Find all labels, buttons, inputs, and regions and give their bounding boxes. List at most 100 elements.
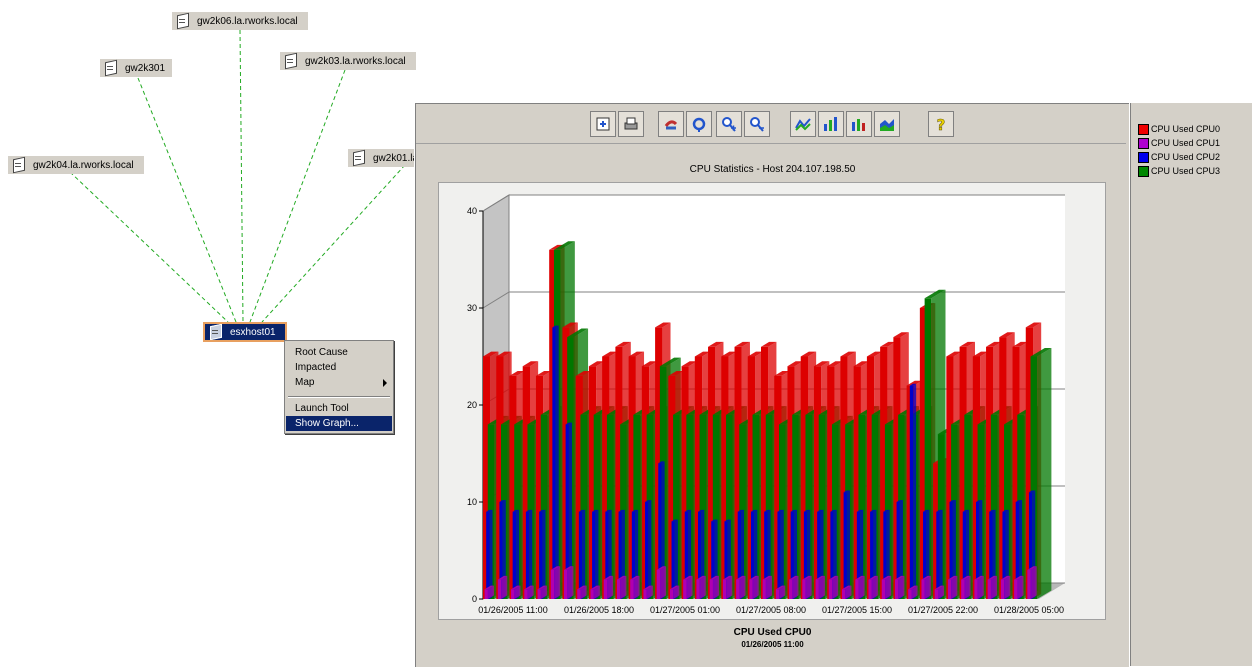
help-button[interactable]: ? [928, 111, 954, 137]
bar [669, 589, 674, 599]
bar [671, 521, 675, 599]
bar-side [911, 585, 918, 599]
menu-separator [288, 396, 390, 398]
bar-top [1014, 575, 1024, 580]
rotate-icon [664, 120, 678, 130]
bar-top [853, 361, 870, 367]
bar-top [681, 361, 697, 367]
node-gw2k301[interactable]: gw2k301 [100, 59, 172, 77]
node-esxhost01[interactable]: esxhost01 [203, 322, 287, 342]
bar-chart-button[interactable] [818, 111, 844, 137]
bar-top [989, 509, 996, 512]
line-chart-button[interactable] [790, 111, 816, 137]
menu-item-impacted[interactable]: Impacted [295, 362, 337, 373]
x-tick-label: 01/27/2005 08:00 [736, 605, 806, 615]
zoom-in-button[interactable] [716, 111, 742, 137]
bar [962, 511, 967, 599]
bar [697, 511, 702, 599]
bar-top [721, 351, 737, 357]
bar [683, 579, 687, 599]
bar-top [484, 585, 495, 590]
bar-chart-icon [824, 117, 837, 131]
bar-top [1015, 500, 1023, 502]
bar-side [846, 490, 850, 599]
bar-top [894, 575, 905, 580]
bar-top [722, 575, 733, 580]
legend-swatch [1138, 137, 1149, 149]
bar [803, 511, 808, 599]
bar-top [800, 351, 817, 357]
menu-item-launch-tool[interactable]: Launch Tool [295, 403, 349, 414]
bar-top [827, 361, 843, 367]
menu-item-root-cause[interactable]: Root Cause [295, 347, 348, 358]
bar-top [909, 383, 917, 386]
bar-top [641, 361, 658, 367]
bar-side [582, 509, 586, 599]
zoom-out-button[interactable] [744, 111, 770, 137]
bar-top [789, 575, 799, 580]
bar [1000, 579, 1005, 599]
node-gw2k04[interactable]: gw2k04.la.rworks.local [8, 156, 144, 174]
bar [575, 375, 583, 599]
bar-top [828, 575, 839, 580]
bar [616, 579, 621, 599]
bar [484, 589, 488, 599]
bar-top [671, 519, 678, 522]
bar [699, 414, 707, 599]
chart-area: 0 10 20 30 40 01/26/2005 11:00 01/26/2005 18:0… [438, 182, 1106, 620]
bar [909, 385, 914, 599]
bar-top [840, 351, 856, 357]
rotate-button[interactable] [658, 111, 684, 137]
bar-top [855, 575, 865, 580]
link-gw2k06 [239, 29, 244, 323]
bar [789, 579, 793, 599]
bar-top [577, 585, 587, 590]
node-gw2k06[interactable]: gw2k06.la.rworks.local [172, 12, 308, 30]
bar [961, 579, 965, 599]
bar-top [564, 566, 574, 570]
bar-side [780, 509, 784, 599]
area-chart-button[interactable] [874, 111, 900, 137]
menu-item-map[interactable]: Map [286, 375, 392, 390]
bar-top [631, 509, 639, 512]
bar-side [951, 575, 958, 599]
export-button[interactable] [590, 111, 616, 137]
bar-top [618, 509, 625, 512]
bar [775, 589, 780, 599]
bar [734, 346, 742, 599]
bar-top [842, 585, 852, 590]
bar-side [871, 575, 878, 599]
bar-top [762, 575, 773, 580]
node-label: gw2k06.la.rworks.local [197, 15, 298, 27]
node-gw2k03[interactable]: gw2k03.la.rworks.local [280, 52, 416, 70]
bar-side [540, 585, 547, 599]
bar [1002, 511, 1006, 599]
bar-side [646, 585, 653, 599]
stacked-bar-button[interactable] [846, 111, 872, 137]
bar-chart: 0 10 20 30 40 01/26/2005 11:00 01/26/2005 18:0… [467, 194, 1065, 615]
refresh-button[interactable] [686, 111, 712, 137]
bar-top [999, 332, 1015, 338]
bar-top [974, 575, 984, 580]
server-icon [11, 156, 27, 174]
bar [539, 511, 543, 599]
bar-top [736, 575, 746, 580]
bar [578, 511, 583, 599]
bar-side [924, 575, 931, 599]
legend-item-cpu1: CPU Used CPU1 [1138, 137, 1220, 149]
bar-top [764, 509, 771, 512]
print-button[interactable] [618, 111, 644, 137]
bar-side [659, 566, 667, 599]
bar [618, 511, 622, 599]
x-tick-label: 01/28/2005 05:00 [994, 605, 1064, 615]
export-icon [596, 117, 610, 131]
bar [1028, 492, 1033, 599]
menu-item-show-graph[interactable]: Show Graph... [286, 416, 392, 431]
bar-side [1004, 575, 1011, 599]
bar-side [752, 575, 759, 599]
link-gw2k01 [261, 164, 406, 323]
node-gw2k01[interactable]: gw2k01.la [348, 149, 414, 167]
bar [686, 414, 693, 599]
bar [975, 502, 980, 599]
bar [592, 511, 596, 599]
